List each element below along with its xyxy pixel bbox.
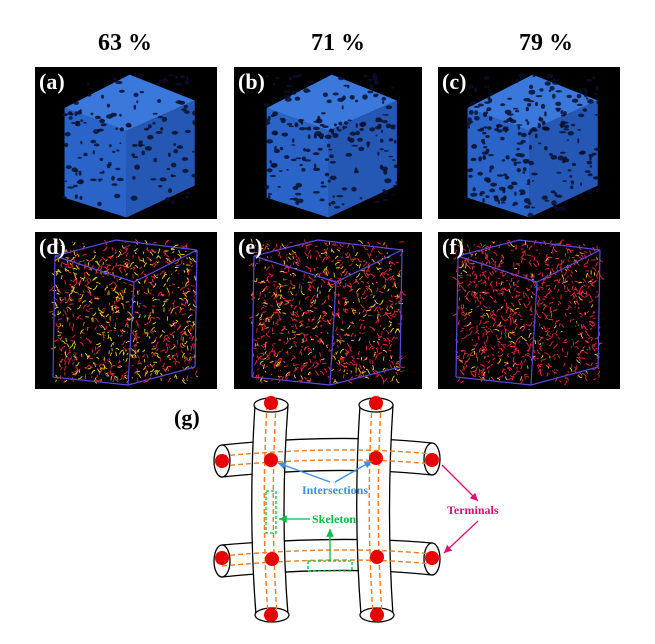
porous-cube-image <box>263 73 399 218</box>
column-title-63: 63 % <box>98 30 152 56</box>
porous-cube-image <box>62 73 198 218</box>
panel-label-f: (f) <box>442 234 464 259</box>
panel-e-network: (e) <box>234 232 422 389</box>
skeleton-schematic-diagram: Intersections Skeleton Terminals <box>213 396 499 623</box>
skeleton-network-image <box>48 239 198 386</box>
panel-f-network: (f) <box>438 232 620 389</box>
skeleton-network-image <box>248 238 407 386</box>
horizontal-tube-top <box>213 437 441 478</box>
panel-label-b: (b) <box>238 69 265 94</box>
panel-a-cube: (a) <box>35 67 217 219</box>
skeleton-network-image <box>452 238 605 386</box>
panel-label-c: (c) <box>442 69 467 94</box>
vertical-tube-left <box>251 397 290 623</box>
panel-b-cube: (b) <box>234 67 422 219</box>
column-title-79: 79 % <box>519 30 573 56</box>
node-markers <box>215 396 439 622</box>
skeleton-highlight-box <box>265 490 277 534</box>
skeleton-label: Skeleton <box>312 512 356 526</box>
column-title-71: 71 % <box>311 30 365 56</box>
terminals-label: Terminals <box>447 503 499 517</box>
panel-label-a: (a) <box>39 69 65 94</box>
panel-label-e: (e) <box>238 234 263 259</box>
horizontal-tube-bottom <box>213 538 441 578</box>
panel-label-d: (d) <box>39 234 66 259</box>
vertical-tube-right <box>356 397 395 623</box>
skeleton-dashed-lines <box>221 404 433 616</box>
panel-label-g: (g) <box>174 405 200 430</box>
panel-c-cube: (c) <box>438 67 620 219</box>
porous-cube-image <box>466 73 601 218</box>
panel-d-network: (d) <box>35 232 217 389</box>
intersections-label: Intersections <box>302 483 368 497</box>
